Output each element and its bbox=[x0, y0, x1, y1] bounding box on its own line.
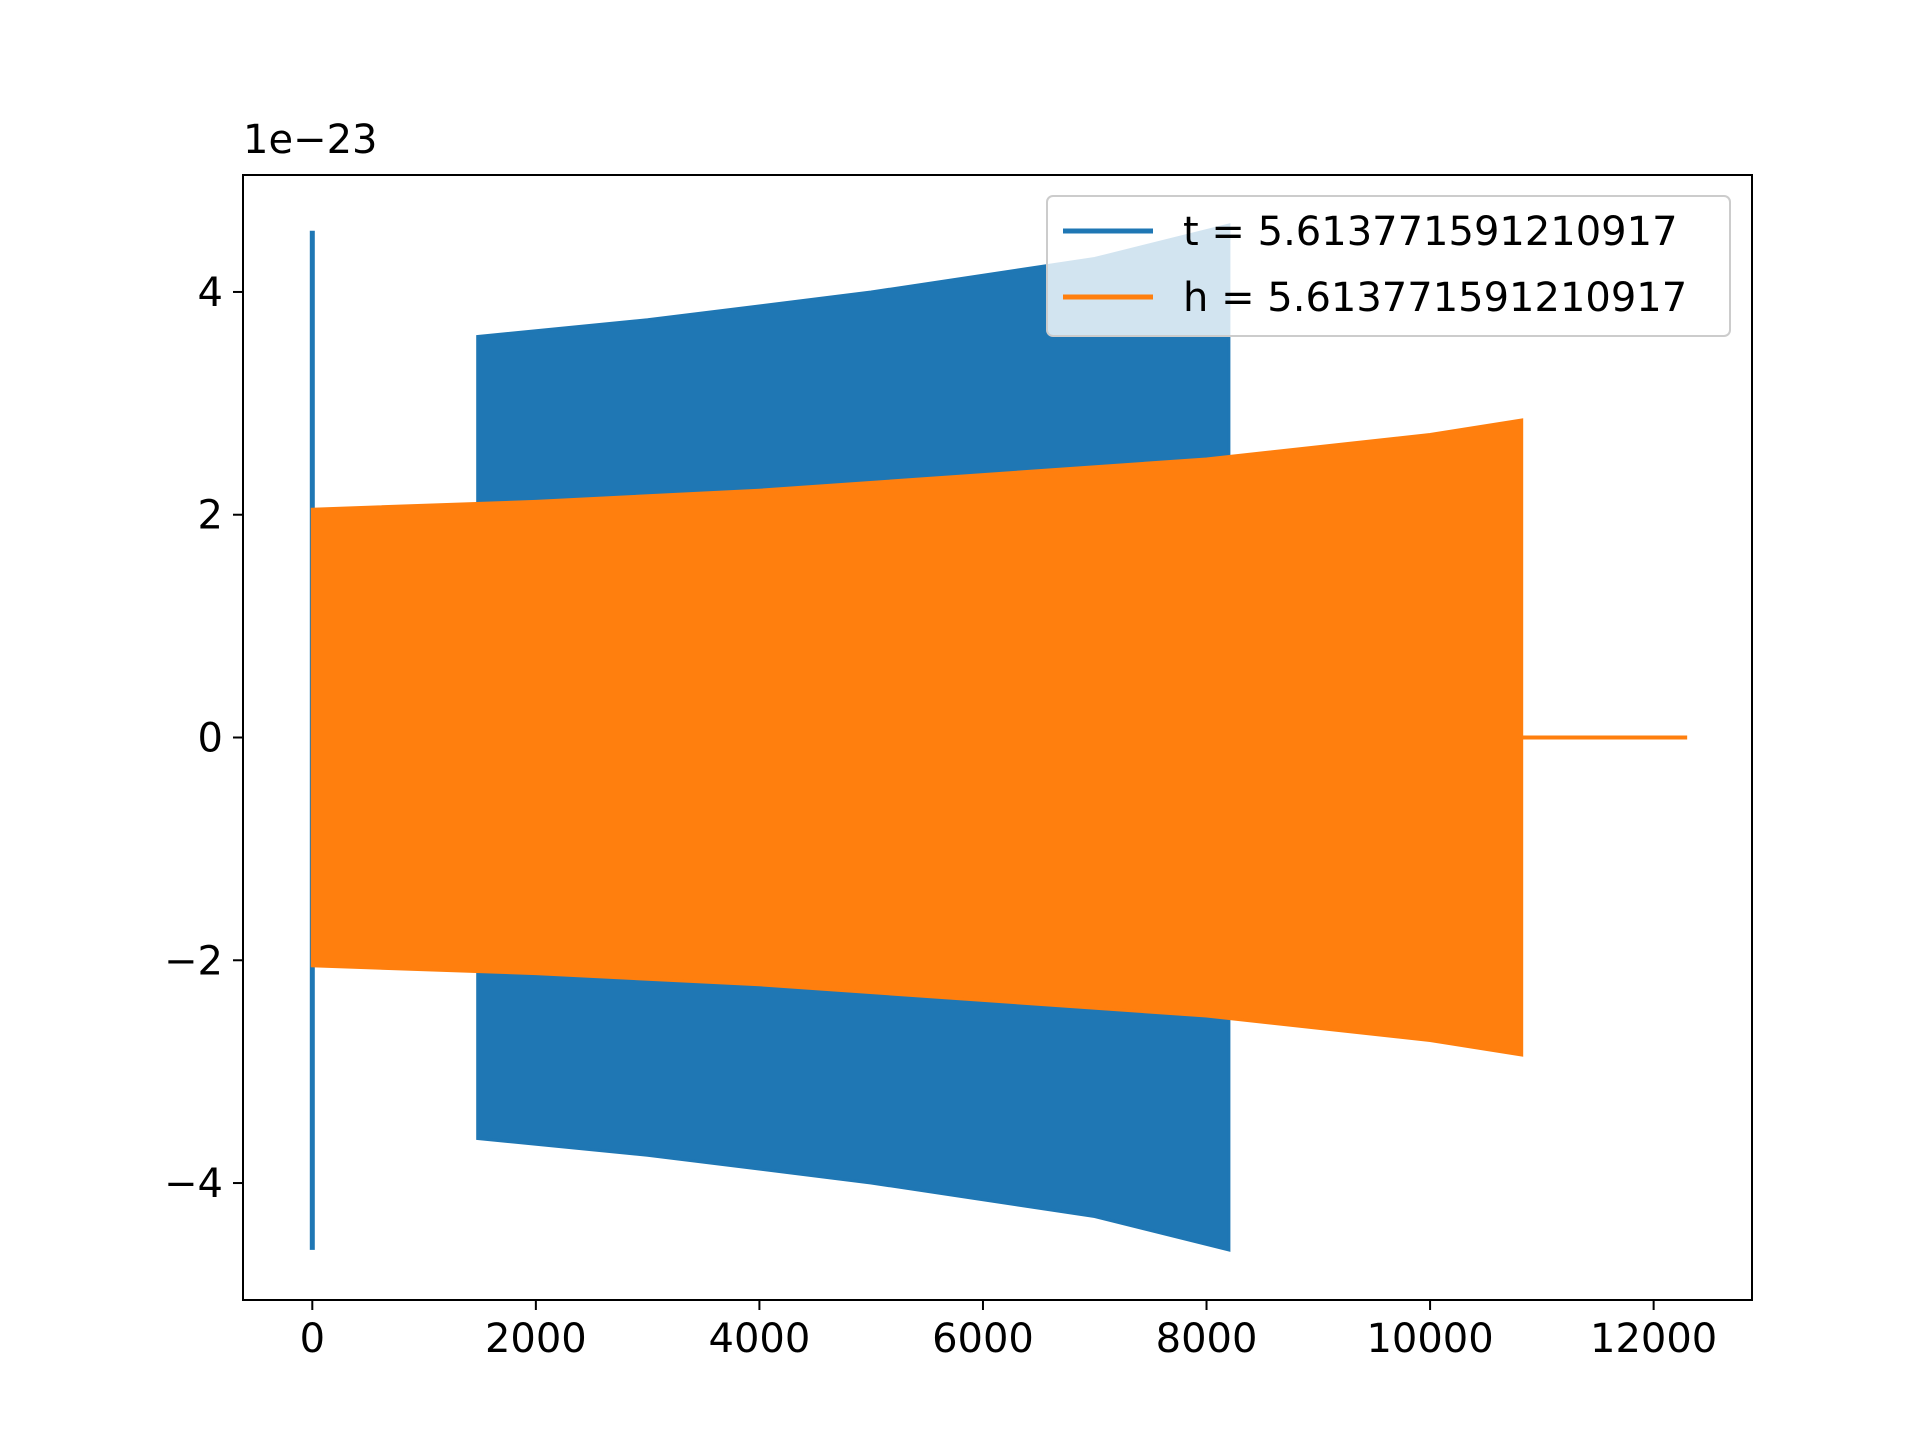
y-tick-label: −2 bbox=[164, 938, 223, 984]
x-tick-label: 12000 bbox=[1590, 1316, 1717, 1362]
x-tick-label: 10000 bbox=[1366, 1316, 1493, 1362]
x-axis: 0 2000 4000 6000 8000 10000 12000 bbox=[300, 1300, 1717, 1362]
y-tick-label: 0 bbox=[198, 716, 223, 762]
legend-label: t = 5.613771591210917 bbox=[1183, 209, 1678, 255]
y-axis: −4 −2 0 2 4 bbox=[164, 270, 243, 1207]
legend-box bbox=[1046, 195, 1731, 337]
y-offset-label: 1e−23 bbox=[243, 117, 377, 163]
series-h-band bbox=[310, 418, 1524, 1057]
x-tick-label: 8000 bbox=[1156, 1316, 1258, 1362]
x-tick-label: 0 bbox=[300, 1316, 325, 1362]
y-tick-label: 4 bbox=[198, 270, 223, 316]
x-tick-label: 4000 bbox=[709, 1316, 811, 1362]
y-tick-label: −4 bbox=[164, 1161, 223, 1207]
x-tick-label: 2000 bbox=[485, 1316, 587, 1362]
y-tick-label: 2 bbox=[198, 493, 223, 539]
plot-area bbox=[309, 223, 1688, 1252]
legend: t = 5.613771591210917 h = 5.6137715912109… bbox=[1046, 195, 1731, 337]
x-tick-label: 6000 bbox=[932, 1316, 1034, 1362]
legend-label: h = 5.613771591210917 bbox=[1183, 275, 1687, 321]
